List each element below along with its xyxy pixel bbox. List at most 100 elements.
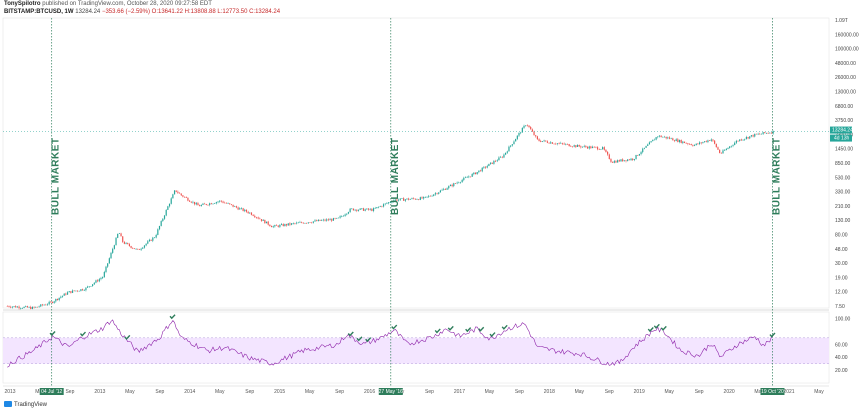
candle-body [702, 142, 704, 144]
candle-body [478, 170, 480, 173]
candle-body [491, 162, 493, 164]
candle-body [36, 306, 39, 308]
candle-body [189, 200, 191, 202]
candles [6, 124, 774, 310]
candle-body [697, 143, 699, 145]
candle-body [195, 203, 197, 205]
candle-body [471, 173, 473, 177]
candle-body [207, 204, 209, 206]
candle-body [590, 146, 592, 149]
candle-body [143, 245, 146, 248]
time-axis-label: 2018 [544, 389, 555, 395]
candle-body [411, 198, 413, 200]
candle-body [194, 201, 196, 205]
symbol-name: BITSTAMP:BTCUSD, 1W [4, 9, 74, 15]
candle-body [182, 195, 184, 197]
candle-body [240, 208, 243, 209]
candle-body [421, 197, 423, 199]
candle-body [759, 133, 761, 135]
candle-body [137, 248, 139, 250]
candle-body [558, 143, 560, 144]
candle-body [750, 135, 753, 137]
candle-body [354, 209, 356, 211]
candle-body [210, 203, 212, 205]
candle-body [729, 146, 731, 148]
candle-body [63, 293, 65, 296]
candle-body [239, 208, 241, 210]
candle-body [765, 132, 768, 134]
candle-body [73, 290, 75, 292]
candle-body [687, 143, 689, 145]
candle-body [301, 222, 303, 223]
candle-body [25, 306, 27, 307]
candle-body [264, 219, 266, 224]
time-axis-label: Sep [245, 389, 254, 395]
candle-body [366, 208, 368, 210]
candle-body [591, 146, 594, 149]
candle-body [55, 298, 57, 302]
candle-body [30, 306, 32, 309]
candle-body [214, 203, 216, 204]
last-price-flag [830, 126, 852, 134]
candle-body [237, 207, 239, 210]
time-axis-label: Sep [425, 389, 434, 395]
candle-body [484, 166, 487, 168]
time-axis-label: Sep [515, 389, 524, 395]
candle-body [260, 219, 263, 221]
candle-body [692, 145, 694, 146]
candle-body [496, 160, 498, 162]
candle-body [43, 304, 45, 306]
candle-body [434, 193, 436, 195]
candle-body [650, 141, 652, 143]
candle-body [13, 306, 15, 307]
candle-body [428, 195, 430, 197]
candle-body [424, 196, 426, 198]
candle-body [406, 198, 408, 200]
candle-body [561, 142, 564, 144]
price-flags: 13284.24 4d 13h [830, 126, 853, 142]
candle-body [66, 292, 69, 295]
candle-body [270, 226, 273, 228]
candle-body [419, 197, 421, 200]
candle-body [712, 139, 714, 141]
candle-body [565, 144, 567, 145]
candle-body [117, 233, 119, 238]
price-scale-label: 850.00 [835, 161, 851, 167]
candle-body [556, 143, 559, 145]
candle-body [142, 247, 144, 249]
candle-body [551, 142, 554, 144]
chart-publisher-line: TonySpilotro published on TradingView.co… [4, 1, 212, 7]
candle-body [147, 241, 149, 244]
candle-body [688, 144, 691, 145]
candle-body [145, 243, 147, 246]
candle-body [247, 211, 249, 214]
candle-body [110, 252, 112, 259]
candle-body [510, 145, 512, 147]
candle-body [160, 221, 162, 226]
date-flag-text: 27 May '16 [379, 389, 404, 395]
date-flag-box [378, 388, 403, 395]
candle-body [128, 244, 131, 247]
candle-body [426, 196, 428, 198]
candle-body [199, 205, 201, 207]
candle-body [351, 208, 353, 210]
candle-body [662, 136, 664, 138]
candle-body [376, 207, 378, 209]
candle-body [41, 304, 44, 306]
candle-body [299, 222, 301, 223]
candle-body [735, 140, 737, 143]
price-scale-label: 30.00 [835, 261, 848, 267]
candle-body [416, 199, 418, 200]
candle-body [98, 279, 100, 282]
candle-body [500, 156, 502, 158]
candle-body [387, 202, 390, 204]
candle-body [732, 145, 734, 146]
candle-body [403, 198, 405, 201]
candle-body [523, 125, 525, 128]
candle-body [630, 158, 632, 161]
candle-body [615, 161, 617, 163]
candle-body [23, 306, 25, 309]
candle-body [466, 177, 468, 178]
candle-body [279, 224, 281, 227]
